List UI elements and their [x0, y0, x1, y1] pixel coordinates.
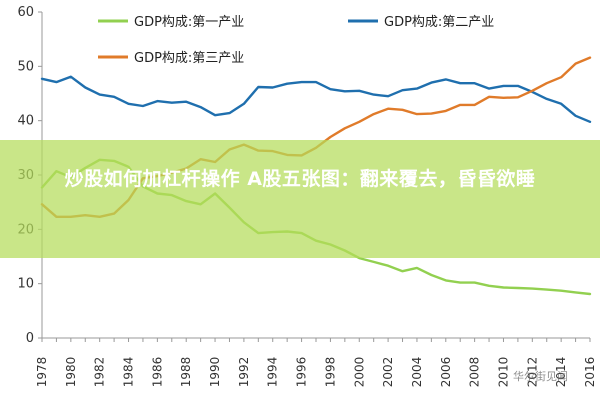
- x-tick-label: 1980: [64, 357, 78, 388]
- x-tick-label: 1986: [150, 357, 164, 388]
- legend-label-1: GDP构成:第一产业: [134, 15, 244, 30]
- series-line-2: [40, 75, 592, 124]
- x-tick-label: 1984: [122, 357, 136, 388]
- y-tick-label: 60: [17, 5, 34, 20]
- x-tick-label: 1996: [295, 357, 309, 388]
- legend: GDP构成:第一产业 GDP构成:第二产业 GDP构成:第三产业: [98, 15, 494, 66]
- x-tick-label: 2014: [554, 357, 568, 388]
- x-tick-label: 1994: [266, 357, 280, 388]
- x-tick-label: 2016: [583, 357, 597, 388]
- x-tick-label: 2010: [496, 357, 510, 388]
- x-tick-label: 1992: [237, 357, 251, 388]
- headline-band: [0, 140, 600, 258]
- x-tick-label: 1982: [93, 357, 107, 388]
- x-tick-label: 2008: [468, 357, 482, 388]
- legend-label-2: GDP构成:第二产业: [384, 15, 494, 30]
- x-tick-label: 2012: [525, 357, 539, 388]
- watermark-text: 华尔街见闻: [513, 370, 568, 383]
- headline-text[interactable]: 炒股如何加杠杆操作 A股五张图：翻来覆去，昏昏欲睡: [64, 168, 536, 190]
- legend-label-3: GDP构成:第三产业: [134, 51, 244, 66]
- x-tick-label: 1978: [35, 357, 49, 388]
- x-tick-label: 1988: [179, 357, 193, 388]
- x-tick-label: 2004: [410, 357, 424, 388]
- x-tick-label: 2002: [381, 357, 395, 388]
- y-tick-label: 50: [17, 59, 34, 74]
- x-tick-label: 1990: [208, 357, 222, 388]
- x-tick-label: 1998: [323, 357, 337, 388]
- y-tick-label: 40: [17, 114, 34, 129]
- y-tick-label: 10: [17, 277, 34, 292]
- y-tick-label: 0: [26, 331, 34, 346]
- x-tick-label: 2000: [352, 357, 366, 388]
- x-tick-label: 2006: [439, 357, 453, 388]
